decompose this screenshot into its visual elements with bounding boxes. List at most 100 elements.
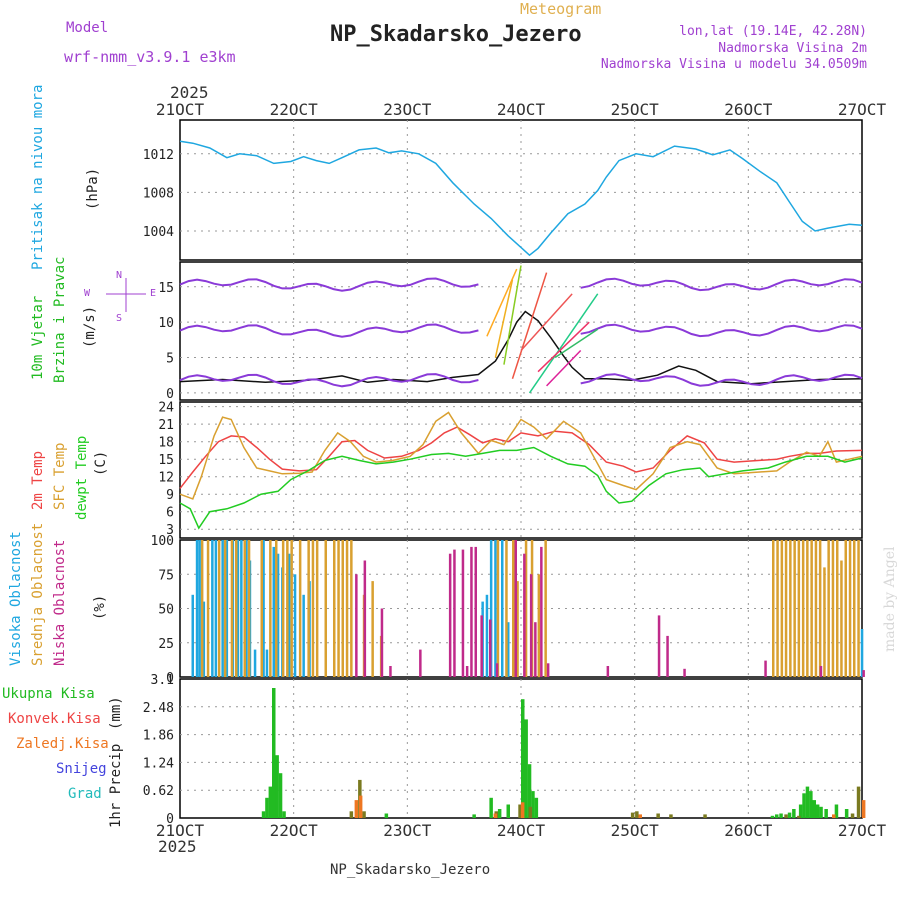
precip-bar-ukupna-kisa xyxy=(812,800,816,818)
cloud-bar-low xyxy=(764,660,767,677)
cloud-bar-low xyxy=(819,666,823,677)
temperature-ytick-label: 6 xyxy=(166,506,174,521)
wind-arrow xyxy=(511,272,548,379)
pressure-panel: 1004 1008 1012 xyxy=(143,119,863,261)
compass-arrows-icon xyxy=(106,278,146,312)
precip-bar-konvek-kisa xyxy=(703,814,707,818)
wind-ytick-label: 15 xyxy=(158,281,174,296)
precip-bar-ukupna-kisa xyxy=(815,804,820,818)
cloud-bar-mid xyxy=(247,540,251,677)
cloud-bar-mid xyxy=(776,540,779,677)
compass-s: S xyxy=(116,313,123,324)
compass-e: E xyxy=(150,288,157,299)
cloud-bar-mid xyxy=(230,540,234,677)
temperature-line-2m-temp xyxy=(179,426,863,489)
cloud-bar-high xyxy=(211,540,214,677)
model-label: Model xyxy=(66,20,109,36)
precip-bar-konvek-kisa xyxy=(518,804,522,818)
temperature-frame xyxy=(179,401,863,539)
cloud-bar-high xyxy=(485,594,489,677)
precip-bar-ukupna-kisa xyxy=(531,791,535,818)
cloud-bar-low xyxy=(489,619,492,677)
precip-bar-ukupna-kisa xyxy=(524,719,528,818)
cloud-bar-mid xyxy=(243,540,246,677)
cloud-bar-mid xyxy=(848,540,852,677)
temperature-ytick-label: 18 xyxy=(158,436,174,451)
cloud-bar-mid xyxy=(345,540,349,677)
cloud-ytick-label: 25 xyxy=(158,637,174,652)
wind-arrow xyxy=(537,321,590,373)
precip-panel: 0 0.62 1.24 1.86 2.48 3.1 xyxy=(143,673,866,827)
cloud-ytick-label: 100 xyxy=(151,534,174,549)
cloud-bar-low xyxy=(514,540,517,677)
top-tick-label: 22OCT xyxy=(270,100,319,119)
cloud-bar-high xyxy=(276,553,280,677)
legend-freezing-rain: Zaledj.Kisa xyxy=(16,736,109,752)
cloud-bar-mid xyxy=(324,540,327,677)
precip-bar-ukupna-kisa xyxy=(489,797,493,818)
cloud-bar-high xyxy=(214,540,218,677)
precip-bar-zaledj-kisa xyxy=(358,795,363,818)
precip-bar-ukupna-kisa xyxy=(809,791,813,818)
precip-bar-ukupna-kisa xyxy=(787,812,792,818)
cloud-bar-high xyxy=(245,540,248,677)
precip-bar-ukupna-kisa xyxy=(472,814,476,818)
cloud-bar-mid xyxy=(797,540,801,677)
cloud-bar-mid xyxy=(200,540,204,677)
temperature-ytick-label: 15 xyxy=(158,453,174,468)
cloud-bar-high xyxy=(860,629,864,677)
precip-bar-konvek-kisa xyxy=(797,815,801,818)
temperature-ytick-label: 24 xyxy=(158,401,174,416)
cloud-bar-mid xyxy=(784,540,788,677)
cloud-bar-mid xyxy=(341,540,344,677)
cloud-bar-low xyxy=(529,574,533,678)
cloud-bar-mid xyxy=(281,540,285,677)
cloud-bar-mid xyxy=(235,540,238,677)
precip-bar-ukupna-kisa xyxy=(775,814,779,818)
bottom-tick-label: 24OCT xyxy=(497,821,546,840)
pressure-line-mslp xyxy=(179,140,863,257)
cloud-bar-low xyxy=(380,608,384,677)
precip-ytick-label: 1.24 xyxy=(143,756,174,771)
temperature-ytick-label: 3 xyxy=(166,523,174,538)
cloud-bar-mid xyxy=(286,540,289,677)
precip-bar-ukupna-kisa xyxy=(278,773,283,818)
precip-bar-ukupna-kisa xyxy=(506,804,510,818)
precip-bar-ukupna-kisa xyxy=(770,815,775,818)
wind-direction-band xyxy=(179,373,863,388)
precip-bar-ukupna-kisa xyxy=(802,793,806,818)
cloud-bar-high xyxy=(236,540,240,677)
cloud-ytick-label: 50 xyxy=(158,603,174,618)
cloud-bar-mid xyxy=(823,567,826,677)
top-tick-label: 24OCT xyxy=(497,100,546,119)
precip-bar-konvek-kisa xyxy=(850,813,855,818)
cloud-bar-mid xyxy=(544,540,547,677)
temperature-ytick-label: 9 xyxy=(166,488,174,503)
cloud-bar-low xyxy=(606,666,610,677)
precip-bar-ukupna-kisa xyxy=(272,688,276,818)
bottom-tick-label: 27OCT xyxy=(838,821,887,840)
top-tick-label: 23OCT xyxy=(383,100,432,119)
precip-ytick-label: 0.62 xyxy=(143,784,174,799)
cloud-panel: 0 25 50 75 100 xyxy=(151,534,865,686)
precip-bar-ukupna-kisa xyxy=(282,811,286,818)
precip-bar-ukupna-kisa xyxy=(265,797,269,818)
cloud-bar-mid xyxy=(290,540,293,677)
wind-arrow xyxy=(554,328,599,359)
cloud-bar-low xyxy=(355,574,358,678)
wind-ytick-label: 5 xyxy=(166,352,174,367)
cloud-bar-mid xyxy=(223,540,227,677)
cloud-bar-mid xyxy=(269,540,272,677)
top-tick-label: 27OCT xyxy=(838,100,887,119)
precip-bar-zaledj-kisa xyxy=(832,814,836,818)
precip-bar-ukupna-kisa xyxy=(534,797,539,818)
bottom-tick-label: 23OCT xyxy=(383,821,432,840)
cloud-bar-low xyxy=(448,553,452,677)
legend-total-rain: Ukupna Kisa xyxy=(2,686,95,702)
precip-bar-ukupna-kisa xyxy=(779,813,783,818)
compass-n: N xyxy=(116,270,123,281)
wind-ytick-label: 10 xyxy=(158,316,174,331)
precip-bar-ukupna-kisa xyxy=(792,809,796,818)
cloud-bar-low xyxy=(474,546,477,677)
cloud-bar-mid xyxy=(853,540,856,677)
